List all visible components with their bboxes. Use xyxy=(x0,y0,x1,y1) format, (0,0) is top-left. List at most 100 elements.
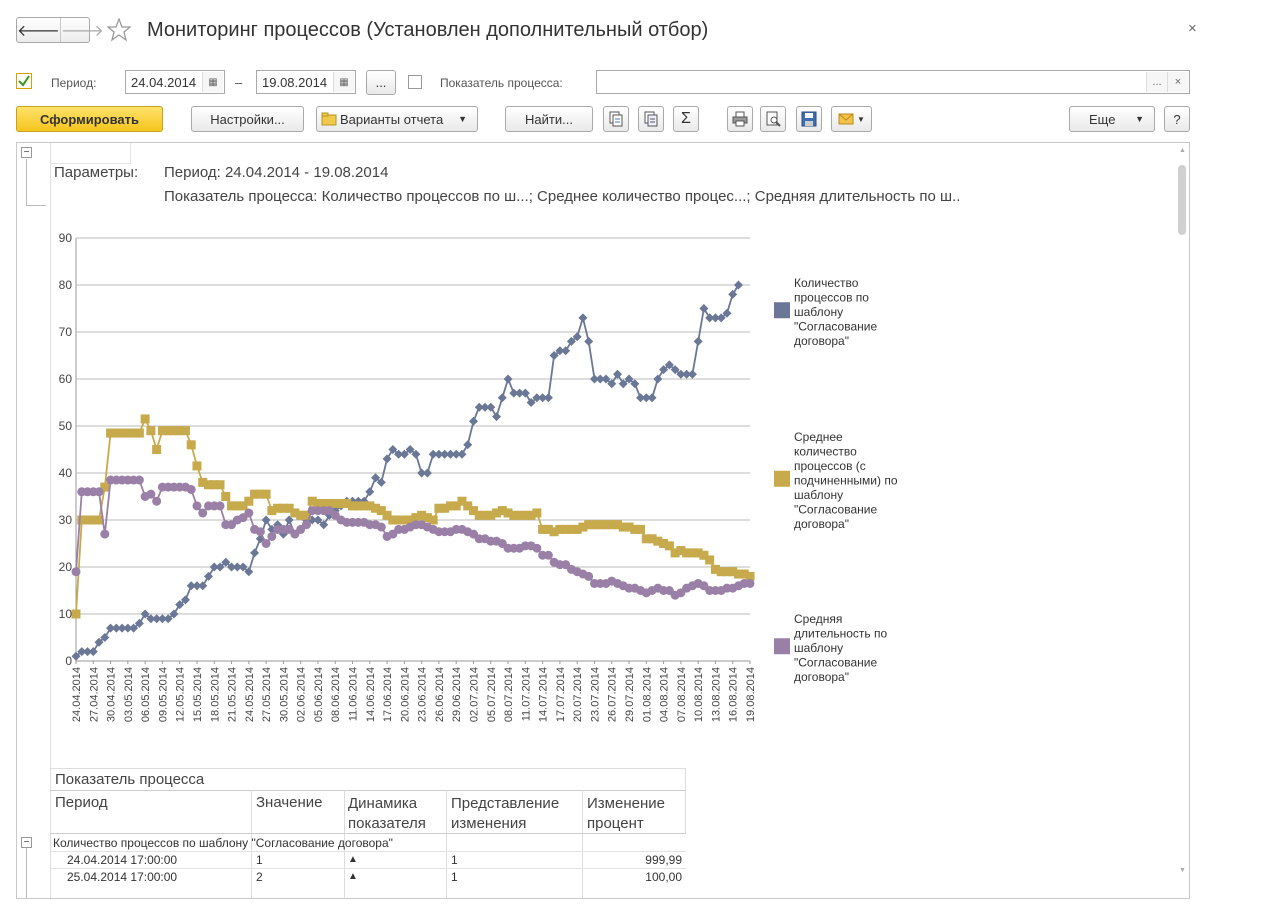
data-point xyxy=(532,508,542,518)
data-point xyxy=(411,449,421,459)
data-point xyxy=(745,578,755,588)
find-button[interactable]: Найти... xyxy=(505,106,593,132)
data-point xyxy=(175,426,185,436)
legend-swatch xyxy=(774,470,790,487)
data-point xyxy=(739,569,749,579)
y-tick-label: 0 xyxy=(65,654,72,668)
date-to-field[interactable]: 19.08.2014 ▦ xyxy=(256,70,356,94)
data-point xyxy=(227,562,237,572)
data-point xyxy=(589,374,599,384)
data-point xyxy=(710,313,720,323)
favorite-star-icon[interactable] xyxy=(107,18,131,42)
data-point xyxy=(376,522,386,532)
data-point xyxy=(284,503,294,513)
indicator-checkbox[interactable] xyxy=(408,75,422,89)
paste-document-icon[interactable] xyxy=(638,106,664,132)
clear-icon[interactable]: × xyxy=(1167,72,1188,92)
legend-swatch xyxy=(774,302,790,319)
data-point xyxy=(198,477,208,487)
y-tick-label: 60 xyxy=(59,372,73,386)
data-point xyxy=(422,468,432,478)
group-line xyxy=(26,205,46,206)
data-point xyxy=(578,313,588,323)
dropdown-arrow-icon: ▼ xyxy=(1135,114,1144,124)
data-point xyxy=(146,489,156,499)
collapse-group-icon[interactable]: − xyxy=(21,837,32,848)
group-line xyxy=(26,159,27,206)
forward-arrow-icon[interactable]: 🡒 xyxy=(59,18,104,42)
date-from-field[interactable]: 24.04.2014 ▦ xyxy=(125,70,225,94)
data-point xyxy=(261,539,271,548)
data-point xyxy=(394,449,404,459)
copy-document-icon[interactable] xyxy=(603,106,629,132)
data-point xyxy=(710,564,720,574)
data-point xyxy=(313,515,323,525)
data-point xyxy=(440,503,450,513)
calendar-icon[interactable]: ▦ xyxy=(333,72,354,92)
row-change: 1 xyxy=(451,853,458,867)
data-point xyxy=(601,374,611,384)
legend-label: шаблону xyxy=(794,641,843,655)
back-arrow-icon[interactable]: 🡐 xyxy=(17,22,60,40)
data-point xyxy=(630,524,640,534)
calendar-icon[interactable]: ▦ xyxy=(202,72,223,92)
data-point xyxy=(157,426,167,436)
settings-button[interactable]: Настройки... xyxy=(191,106,304,132)
data-point xyxy=(607,520,617,530)
period-label: Период: xyxy=(51,76,97,90)
period-checkbox[interactable] xyxy=(16,73,32,89)
data-point xyxy=(613,520,623,530)
data-point xyxy=(636,524,646,534)
data-point xyxy=(486,510,496,520)
more-button[interactable]: Еще ▼ xyxy=(1069,106,1155,132)
data-point xyxy=(422,513,432,523)
save-icon[interactable] xyxy=(796,106,822,132)
close-icon[interactable]: × xyxy=(1188,20,1197,37)
indicator-input[interactable]: ... × xyxy=(596,70,1190,94)
report-variants-button[interactable]: Варианты отчета ▼ xyxy=(316,106,478,132)
data-point xyxy=(405,445,415,454)
period-select-button[interactable]: ... xyxy=(366,70,396,95)
data-point xyxy=(140,609,150,619)
data-point xyxy=(123,623,133,633)
collapse-group-icon[interactable]: − xyxy=(21,147,32,158)
data-point xyxy=(693,336,703,346)
select-ellipsis-button[interactable]: ... xyxy=(1146,72,1167,92)
report-document[interactable]: − Параметры: Период: 24.04.2014 - 19.08.… xyxy=(16,142,1190,899)
data-point xyxy=(106,623,116,633)
data-point xyxy=(584,571,594,581)
y-tick-label: 50 xyxy=(59,419,73,433)
print-preview-icon[interactable] xyxy=(760,106,786,132)
data-point xyxy=(480,402,490,412)
x-tick-label: 30.05.2014 xyxy=(278,667,290,722)
scroll-down-icon[interactable]: ▼ xyxy=(1179,867,1186,874)
data-point xyxy=(215,501,225,511)
help-button[interactable]: ? xyxy=(1164,106,1190,132)
vertical-scrollbar[interactable]: ▲ ▼ xyxy=(1175,143,1189,898)
generate-report-button[interactable]: Сформировать xyxy=(16,106,163,132)
data-point xyxy=(705,313,715,323)
series-line xyxy=(75,284,740,657)
data-point xyxy=(313,499,323,509)
scroll-up-icon[interactable]: ▲ xyxy=(1179,147,1186,154)
data-point xyxy=(555,524,565,534)
sum-icon[interactable]: Σ xyxy=(673,106,699,132)
print-icon[interactable] xyxy=(727,106,753,132)
data-point xyxy=(301,510,311,520)
data-point xyxy=(157,614,167,624)
data-point xyxy=(549,527,559,537)
data-point xyxy=(348,501,358,511)
x-tick-label: 26.06.2014 xyxy=(434,667,446,722)
send-email-button[interactable]: ▼ xyxy=(831,106,872,132)
scrollbar-thumb[interactable] xyxy=(1178,165,1186,235)
data-point xyxy=(607,379,617,389)
data-point xyxy=(152,614,162,624)
data-point xyxy=(77,647,87,657)
data-point xyxy=(440,449,450,459)
column-line xyxy=(251,790,252,898)
y-tick-label: 80 xyxy=(59,278,73,292)
x-tick-label: 08.07.2014 xyxy=(503,667,515,722)
data-point xyxy=(192,501,202,511)
data-point xyxy=(94,637,104,647)
folder-icon xyxy=(321,112,337,126)
